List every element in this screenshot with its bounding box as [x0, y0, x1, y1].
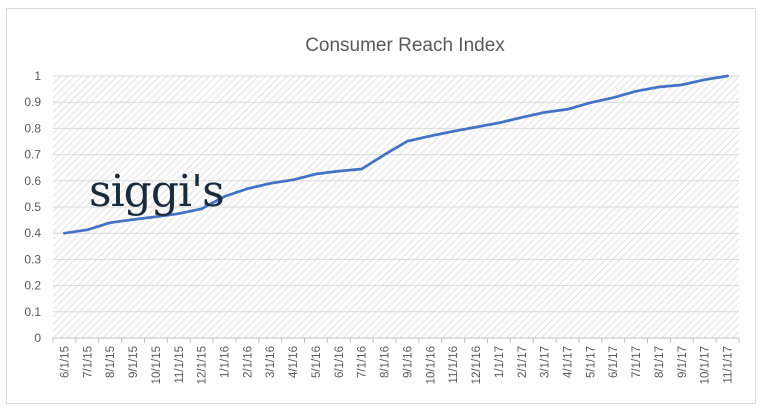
data-point [451, 130, 455, 133]
data-point [337, 169, 341, 173]
siggis-logo: siggi's [89, 166, 225, 217]
x-tick-label: 7/1/15 [82, 346, 94, 378]
x-tick-label: 2/1/17 [517, 346, 529, 378]
data-point [360, 167, 363, 171]
y-tick-label: 0.1 [24, 305, 41, 319]
x-tick-label: 11/1/17 [723, 346, 735, 384]
data-point [108, 221, 112, 224]
series-line [63, 74, 729, 235]
data-point [612, 96, 615, 99]
y-tick-label: 1 [34, 69, 41, 83]
x-tick-label: 4/1/17 [563, 346, 575, 378]
x-tick-label: 8/1/16 [380, 346, 392, 378]
data-point [154, 215, 158, 218]
x-tick-label: 10/1/17 [700, 346, 712, 384]
data-point [131, 218, 135, 221]
data-point [543, 111, 546, 114]
y-tick-label: 0.6 [24, 174, 41, 188]
y-tick-label: 0.4 [24, 226, 41, 240]
x-tick-label: 6/1/15 [59, 346, 71, 378]
y-tick-label: 0.9 [24, 95, 41, 109]
x-tick-label: 5/1/16 [311, 346, 323, 378]
x-tick-label: 2/1/16 [242, 346, 254, 378]
x-tick-label: 10/1/15 [151, 346, 163, 384]
y-tick-label: 0 [34, 331, 41, 345]
y-axis-ticks: 0 0.1 0.2 0.3 0.4 0.5 0.6 0.7 0.8 0.9 1 [24, 69, 41, 345]
gridlines [53, 75, 739, 313]
data-point [680, 83, 684, 87]
x-tick-label: 3/1/17 [540, 346, 552, 378]
data-point [383, 153, 386, 156]
x-tick-label: 5/1/17 [585, 346, 597, 378]
x-tick-label: 11/1/15 [174, 346, 186, 384]
y-tick-label: 0.2 [24, 279, 41, 293]
data-point [634, 89, 638, 93]
data-point [200, 207, 203, 211]
data-point [314, 172, 318, 176]
y-tick-label: 0.8 [24, 121, 41, 135]
x-tick-label: 12/1/16 [471, 346, 483, 384]
x-tick-label: 7/1/16 [357, 346, 369, 378]
data-point [474, 125, 478, 129]
x-tick-label: 6/1/17 [608, 346, 620, 378]
data-point [429, 134, 432, 138]
data-point [269, 182, 272, 185]
x-tick-label: 7/1/17 [631, 346, 643, 378]
y-tick-label: 0.7 [24, 148, 41, 162]
x-tick-label: 10/1/16 [425, 346, 437, 384]
data-point [520, 116, 523, 119]
x-tick-label: 1/1/17 [494, 346, 506, 378]
data-point [86, 228, 89, 231]
x-tick-label: 12/1/15 [197, 346, 209, 384]
data-point [703, 78, 706, 81]
logo-text: siggi's [89, 166, 224, 217]
data-point [589, 101, 592, 104]
x-axis-ticks: 6/1/15 7/1/15 8/1/15 9/1/15 10/1/15 11/1/15 12… [52, 338, 740, 384]
x-tick-label: 11/1/16 [448, 346, 460, 384]
chart-title: Consumer Reach Index [305, 35, 505, 56]
y-tick-label: 0.3 [24, 252, 41, 266]
data-point [406, 140, 409, 143]
y-tick-label: 0.5 [24, 200, 41, 214]
x-tick-label: 8/1/15 [105, 346, 117, 378]
x-tick-label: 9/1/17 [677, 346, 689, 378]
chart: Consumer Reach Index 0 0.1 0.2 0.3 0.4 0.5 0.6… [24, 35, 740, 384]
x-tick-label: 3/1/16 [265, 346, 277, 378]
series-layer [63, 74, 729, 235]
x-tick-label: 1/1/16 [220, 346, 232, 378]
data-point [246, 187, 249, 190]
data-point [223, 195, 226, 198]
data-point [566, 108, 569, 111]
x-tick-label: 8/1/17 [654, 346, 666, 378]
chart-frame: Consumer Reach Index 0 0.1 0.2 0.3 0.4 0.5 0.6… [6, 8, 756, 404]
data-point [657, 85, 661, 89]
x-tick-label: 6/1/16 [334, 346, 346, 378]
x-tick-label: 9/1/15 [128, 346, 140, 378]
data-point [177, 212, 180, 215]
data-point [63, 232, 66, 235]
x-tick-label: 4/1/16 [288, 346, 300, 378]
data-point [726, 74, 729, 78]
data-point [291, 178, 295, 181]
x-tick-label: 9/1/16 [402, 346, 414, 378]
data-point [497, 121, 501, 125]
